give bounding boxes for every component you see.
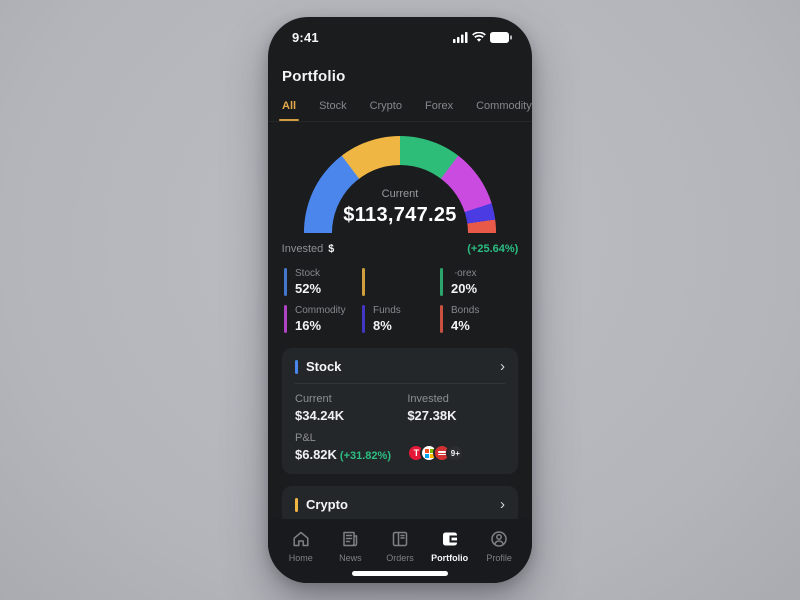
pnl-value: $6.82K [295, 447, 337, 462]
tab-stock[interactable]: Stock [319, 100, 347, 112]
tab-crypto[interactable]: Crypto [369, 100, 402, 112]
pnl-percent: (+31.82%) [339, 450, 391, 462]
legend-color-bar [284, 268, 287, 296]
legend-label: Funds [373, 305, 401, 316]
page-title: Portfolio [282, 68, 346, 85]
legend-item-funds: Funds 8% [362, 305, 440, 333]
news-icon [343, 531, 358, 547]
legend-color-bar [284, 305, 287, 333]
wifi-icon [472, 32, 486, 42]
invested-label: Invested [407, 393, 449, 405]
legend-color-bar [440, 305, 443, 333]
portfolio-icon [442, 532, 457, 546]
tab-bar: All Stock Crypto Forex Commodity Funds [268, 100, 532, 122]
home-icon [293, 531, 309, 547]
invested-value: $27.38K [407, 408, 457, 423]
legend-item-stock: Stock 52% [284, 268, 362, 296]
legend-value: 4% [451, 318, 470, 333]
stock-card[interactable]: Stock › Current $34.24K Invested $27.38K… [282, 348, 518, 474]
tab-forex[interactable]: Forex [424, 100, 454, 112]
nav-item-profile[interactable]: Profile [477, 529, 521, 563]
legend-label: Bonds [451, 305, 480, 316]
portfolio-gauge-chart: Current $113,747.25 [304, 136, 496, 301]
legend-label: Stock [295, 268, 321, 279]
current-label: Current [295, 393, 332, 405]
pnl-label: P&L [295, 432, 316, 444]
legend-value: 16% [295, 318, 322, 333]
legend-item-bonds: Bonds 4% [440, 305, 518, 333]
gauge-center-value: $113,747.25 [343, 204, 457, 226]
gauge-hole [332, 165, 468, 301]
nav-item-portfolio[interactable]: Portfolio [428, 529, 472, 563]
nav-item-news[interactable]: News [328, 529, 372, 563]
card-title: Crypto [306, 497, 348, 512]
chevron-right-icon[interactable]: › [500, 358, 505, 375]
nav-label: Portfolio [431, 553, 469, 563]
orders-icon [392, 531, 408, 547]
nav-item-home[interactable]: Home [279, 529, 323, 563]
legend-label: Forex [451, 268, 477, 279]
legend-color-bar [440, 268, 443, 296]
nav-label: Orders [386, 553, 414, 563]
legend-color-bar [362, 268, 365, 296]
legend-label: Commodity [295, 305, 346, 316]
home-indicator[interactable] [352, 571, 448, 576]
signal-icon [453, 32, 468, 43]
chevron-right-icon[interactable]: › [500, 496, 505, 513]
invested-label: Invested [281, 243, 324, 255]
legend-value: 52% [295, 281, 322, 296]
nav-label: Profile [486, 553, 512, 563]
tab-all[interactable]: All [278, 100, 300, 121]
status-bar: 9:41 [268, 17, 532, 45]
holdings-icon-cluster: T 9+ [407, 444, 465, 462]
legend-color-bar [362, 305, 365, 333]
allocation-legend: Stock 52% Crypto 24% Forex 20% Commodity… [284, 268, 518, 333]
tab-commodity[interactable]: Commodity [476, 100, 532, 112]
nav-label: Home [288, 553, 313, 563]
legend-item-forex: Forex 20% [440, 268, 518, 296]
phone-frame: 9:41 Portfolio All Stock Crypto For [268, 17, 532, 583]
card-title: Stock [306, 359, 342, 374]
pnl-percent: (+25.64%) [467, 243, 519, 255]
nav-item-orders[interactable]: Orders [378, 529, 422, 563]
card-accent-bar [295, 359, 298, 374]
card-accent-bar [295, 497, 298, 512]
more-count-badge: 9+ [446, 444, 465, 462]
current-value: $34.24K [295, 408, 345, 423]
legend-item-commodity: Commodity 16% [284, 305, 362, 333]
profile-icon [491, 531, 507, 547]
gauge-center-label: Current [381, 188, 419, 200]
bottom-navigation: Home News Orders Portfolio [268, 519, 532, 583]
legend-value: 8% [373, 318, 392, 333]
nav-label: News [339, 553, 362, 563]
legend-value: 20% [451, 281, 478, 296]
battery-icon [490, 32, 512, 43]
status-time: 9:41 [292, 30, 319, 45]
gauge-section: Current $113,747.25 Invested $94,574.82 … [268, 136, 532, 301]
